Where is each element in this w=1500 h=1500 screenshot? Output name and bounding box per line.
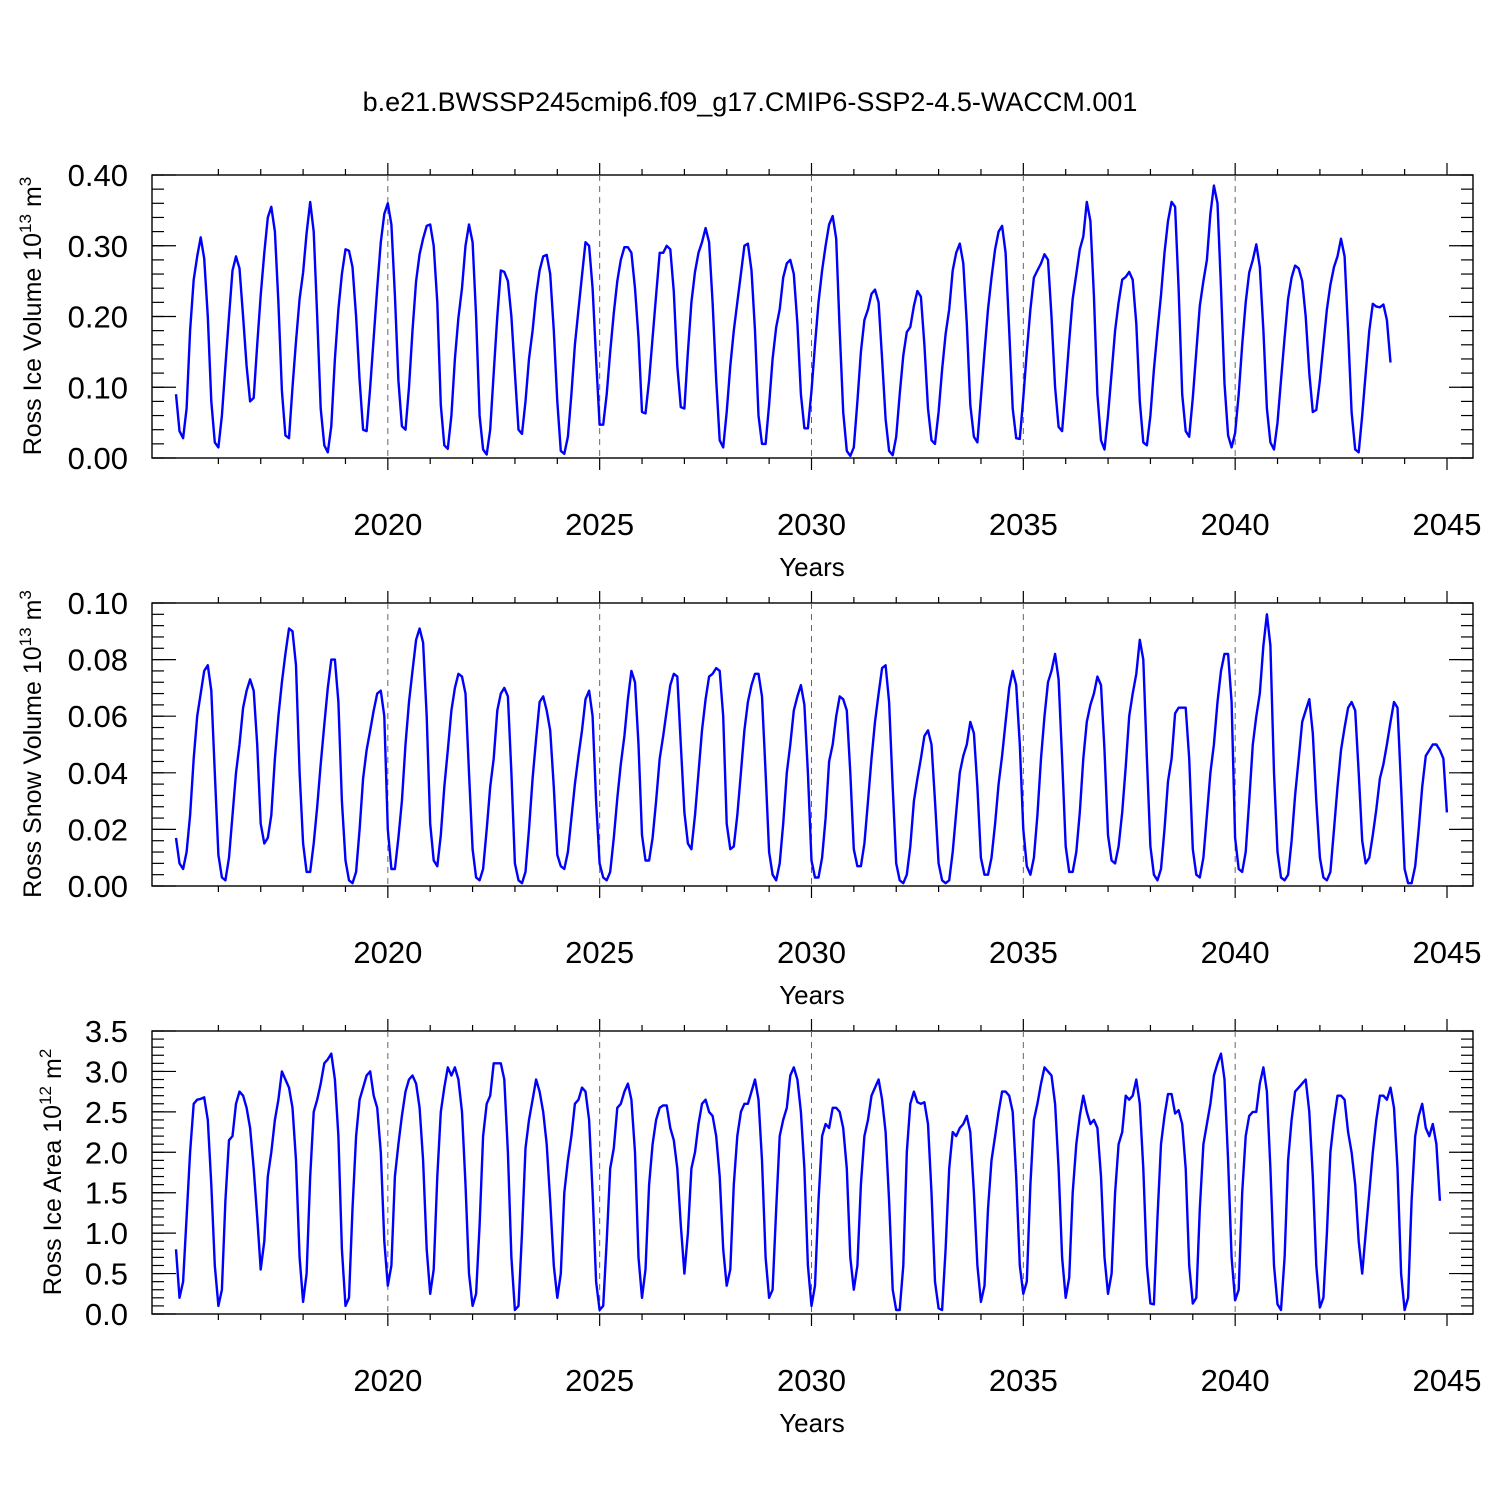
y-tick-label: 0.04 [68, 756, 128, 791]
y-tick-label: 3.0 [85, 1054, 128, 1089]
y-tick-label: 0.0 [85, 1297, 128, 1332]
x-tick-label: 2035 [989, 1363, 1058, 1398]
y-axis-label: Ross Snow Volume 1013m3 [16, 590, 47, 898]
series-line [174, 613, 1449, 885]
y-tick-label: 0.02 [68, 812, 128, 847]
x-tick-label: 2035 [989, 507, 1058, 542]
y-tick-label: 0.00 [68, 441, 128, 476]
x-tick-label: 2020 [353, 507, 422, 542]
x-tick-label: 2030 [777, 507, 846, 542]
figure-title: b.e21.BWSSP245cmip6.f09_g17.CMIP6-SSP2-4… [363, 87, 1138, 117]
x-tick-label: 2025 [565, 1363, 634, 1398]
x-tick-label: 2045 [1413, 1363, 1482, 1398]
y-tick-label: 1.0 [85, 1216, 128, 1251]
x-tick-label: 2030 [777, 1363, 846, 1398]
x-tick-label: 2020 [353, 1363, 422, 1398]
y-tick-label: 3.5 [85, 1014, 128, 1049]
y-tick-label: 0.06 [68, 699, 128, 734]
y-tick-label: 0.08 [68, 643, 128, 678]
series-line [174, 184, 1392, 458]
x-tick-label: 2040 [1201, 507, 1270, 542]
y-tick-label: 0.10 [68, 370, 128, 405]
y-tick-label: 2.0 [85, 1135, 128, 1170]
plot-frame [151, 1030, 1474, 1315]
x-tick-label: 2035 [989, 935, 1058, 970]
x-tick-label: 2025 [565, 935, 634, 970]
y-tick-label: 0.5 [85, 1257, 128, 1292]
y-tick-label: 0.00 [68, 869, 128, 904]
y-tick-label: 0.20 [68, 300, 128, 335]
plot-area: 2020 2025 2030 2035 2040 2045 0.00 0.02 0.04 0.06… [68, 586, 1482, 970]
series-line [174, 1052, 1442, 1312]
x-tick-label: 2045 [1413, 507, 1482, 542]
x-tick-label: 2045 [1413, 935, 1482, 970]
x-axis-label: Years [779, 980, 845, 1010]
plot-frame [151, 602, 1474, 887]
panel-ice-volume: Ross Ice Volume 1013m3 Years 2020 2025 203… [16, 158, 1481, 582]
y-tick-label: 0.30 [68, 229, 128, 264]
x-axis-label: Years [779, 1408, 845, 1438]
plot-frame [151, 174, 1474, 459]
x-tick-label: 2030 [777, 935, 846, 970]
y-tick-label: 0.40 [68, 158, 128, 193]
x-tick-label: 2040 [1201, 1363, 1270, 1398]
x-tick-label: 2025 [565, 507, 634, 542]
y-tick-label: 1.5 [85, 1176, 128, 1211]
plot-area: 2020 2025 2030 2035 2040 2045 0.0 0.5 1.0 1.5 2.0 2… [85, 1014, 1482, 1398]
x-tick-label: 2020 [353, 935, 422, 970]
plot-area: 2020 2025 2030 2035 2040 2045 0.00 0.10 0.20 0.30… [68, 158, 1482, 542]
y-axis-label: Ross Ice Area 1012m2 [36, 1049, 67, 1296]
panel-ice-area: Ross Ice Area 1012m2 Years 2020 2025 2030 2… [36, 1014, 1481, 1438]
panel-snow-volume: Ross Snow Volume 1013m3 Years 2020 2025 20… [16, 586, 1481, 1010]
y-tick-label: 0.10 [68, 586, 128, 621]
y-axis-label: Ross Ice Volume 1013m3 [16, 177, 47, 456]
x-tick-label: 2040 [1201, 935, 1270, 970]
x-axis-label: Years [779, 552, 845, 582]
y-tick-label: 2.5 [85, 1095, 128, 1130]
